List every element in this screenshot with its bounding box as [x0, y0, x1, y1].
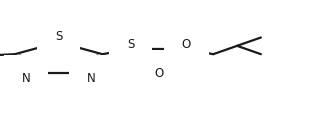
Text: O: O	[155, 67, 164, 80]
Text: N: N	[22, 72, 30, 85]
Text: N: N	[87, 72, 96, 85]
Text: S: S	[127, 38, 135, 51]
Text: S: S	[55, 30, 62, 43]
Text: O: O	[182, 38, 191, 51]
